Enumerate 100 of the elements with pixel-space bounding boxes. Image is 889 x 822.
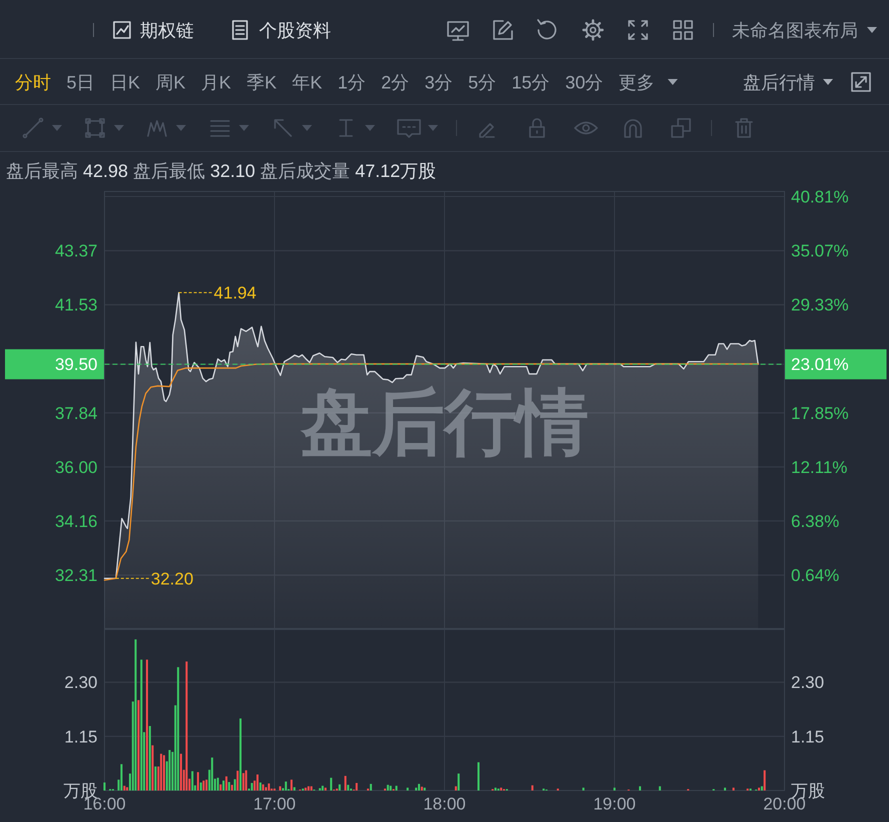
text: 盘后行情 [743, 72, 815, 92]
bar [264, 787, 268, 790]
bar [582, 788, 584, 790]
bar [290, 780, 293, 790]
text: 1分 [338, 72, 366, 92]
bar [344, 776, 346, 790]
text: 季K [246, 72, 277, 92]
bar [140, 660, 142, 790]
bar [123, 786, 126, 790]
bar [531, 785, 534, 790]
bar [152, 745, 154, 790]
bar [262, 784, 264, 790]
bar [758, 788, 760, 790]
bar [613, 788, 616, 790]
y2-tick-label: 12.11% [791, 458, 848, 477]
bar [458, 774, 460, 790]
bar [242, 773, 244, 790]
bar [395, 786, 398, 790]
bar [168, 750, 171, 790]
bar [216, 778, 219, 790]
bar [638, 786, 642, 790]
bar [307, 786, 310, 790]
text: 5日 [66, 72, 95, 92]
bar [415, 788, 418, 790]
bar [732, 788, 735, 790]
bar [760, 786, 763, 790]
y2-tick-label: 23.01% [791, 355, 849, 374]
bar [764, 770, 766, 790]
bar [279, 786, 282, 790]
bar [162, 755, 166, 790]
bar [225, 776, 228, 790]
bar [658, 786, 661, 790]
bar [220, 784, 222, 790]
y2-tick-label: 17.85% [791, 404, 849, 423]
bar [418, 784, 420, 790]
bar [356, 782, 358, 790]
bar [477, 762, 480, 790]
bar [239, 718, 242, 790]
bar [148, 726, 151, 790]
y-tick-label: 36.00 [54, 458, 98, 477]
bar [134, 639, 137, 790]
bar [126, 787, 128, 790]
bar [236, 770, 239, 790]
bar [154, 766, 157, 790]
bar [146, 660, 148, 790]
annotation: 32.20 [150, 569, 194, 588]
bar [347, 784, 350, 790]
bar [386, 784, 389, 790]
text: 未命名图表布局 [732, 20, 858, 40]
text: 3分 [424, 72, 453, 92]
y-tick-label: 43.37 [54, 242, 98, 261]
y-tick-label: 1.15 [64, 727, 98, 746]
bar [180, 754, 182, 790]
bar [137, 700, 140, 790]
y2-tick-label: 35.07% [791, 242, 849, 261]
bar [228, 782, 230, 790]
bar [370, 784, 372, 790]
bar [454, 786, 457, 790]
y-tick-label: 2.30 [64, 673, 98, 692]
bar [230, 784, 234, 790]
y2-tick-label: 6.38% [791, 512, 840, 531]
bar [310, 786, 312, 790]
bar [245, 770, 248, 790]
bar [304, 788, 307, 790]
bar [234, 779, 236, 790]
bar [120, 764, 123, 790]
y-tick-label: 32.31 [54, 566, 98, 586]
bar [724, 788, 726, 790]
bar [406, 788, 409, 790]
bar [250, 782, 253, 790]
text: 5分 [468, 72, 496, 92]
text: 周K [156, 72, 186, 92]
bar [177, 667, 180, 790]
bar [324, 788, 327, 790]
y2-tick-label: 29.33% [791, 296, 849, 315]
y2-tick-label: 2.30 [791, 673, 824, 692]
text: 更多 [618, 72, 655, 92]
bar [500, 788, 502, 790]
text: 期权链 [140, 20, 194, 40]
bar [191, 771, 194, 790]
text: 月K [201, 72, 232, 92]
bar [284, 782, 287, 790]
bar [494, 788, 497, 790]
y-tick-label: 37.84 [54, 404, 98, 423]
y2-tick-label: 40.81% [791, 187, 849, 206]
bar [322, 786, 324, 790]
bar [424, 788, 426, 790]
bar [420, 786, 423, 790]
bar [186, 662, 188, 790]
bar [338, 784, 341, 790]
text: 日K [110, 72, 140, 92]
bar [202, 780, 205, 790]
bar [200, 782, 202, 790]
bar [330, 778, 332, 790]
y-tick-label: 41.53 [54, 296, 98, 315]
ref-line-label: 39.50 [54, 355, 98, 374]
text: 2分 [381, 72, 410, 92]
bar [259, 782, 262, 790]
text: 30分 [565, 72, 604, 92]
bar [205, 780, 208, 790]
